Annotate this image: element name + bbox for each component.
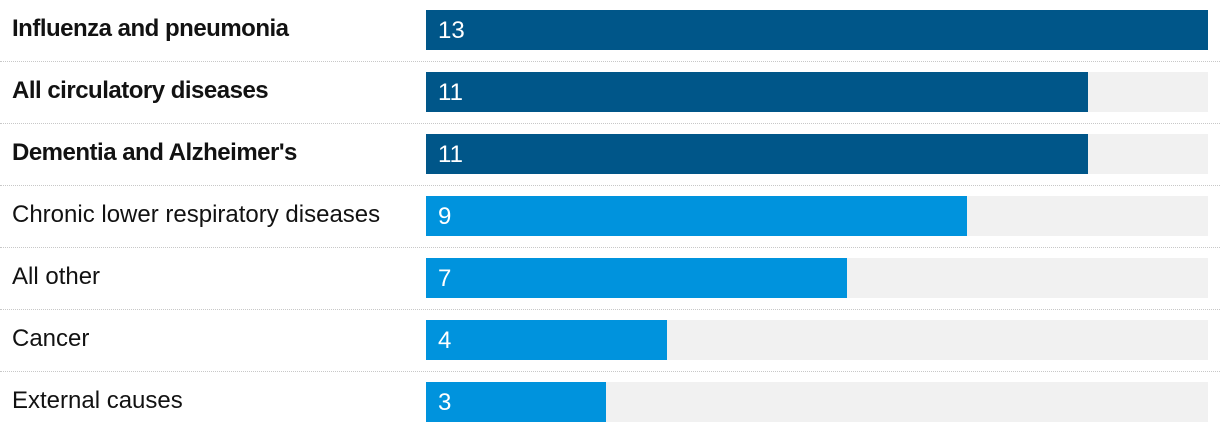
- bar: 4: [426, 320, 667, 360]
- category-label: All circulatory diseases: [12, 77, 269, 104]
- bar-track: 13: [426, 10, 1208, 50]
- category-label: Chronic lower respiratory diseases: [12, 201, 381, 228]
- bar-value-label: 11: [438, 141, 463, 168]
- bar-row: External causes 3: [0, 372, 1220, 434]
- row-divider: [0, 185, 1220, 186]
- bar: 3: [426, 382, 606, 422]
- bar-row: All other 7: [0, 248, 1220, 310]
- bar-row: Influenza and pneumonia 13: [0, 0, 1220, 62]
- bar-value-label: 11: [438, 79, 463, 106]
- row-divider: [0, 247, 1220, 248]
- bar-row: Chronic lower respiratory diseases 9: [0, 186, 1220, 248]
- bar: 7: [426, 258, 847, 298]
- row-divider: [0, 309, 1220, 310]
- bar-row: Dementia and Alzheimer's 11: [0, 124, 1220, 186]
- bar-track: 11: [426, 134, 1208, 174]
- bar-track: 4: [426, 320, 1208, 360]
- bar-row: Cancer 4: [0, 310, 1220, 372]
- bar: 11: [426, 72, 1088, 112]
- bar-row: All circulatory diseases 11: [0, 62, 1220, 124]
- bar: 11: [426, 134, 1088, 174]
- bar: 9: [426, 196, 967, 236]
- row-divider: [0, 123, 1220, 124]
- bar-value-label: 4: [438, 327, 452, 354]
- category-label: Dementia and Alzheimer's: [12, 139, 297, 166]
- bar-value-label: 3: [438, 389, 452, 416]
- bar-track: 9: [426, 196, 1208, 236]
- bar-value-label: 9: [438, 203, 452, 230]
- bar: 13: [426, 10, 1208, 50]
- category-label: All other: [12, 263, 101, 290]
- row-divider: [0, 61, 1220, 62]
- bar-track: 3: [426, 382, 1208, 422]
- category-label: Cancer: [12, 325, 90, 352]
- row-divider: [0, 371, 1220, 372]
- bar-track: 7: [426, 258, 1208, 298]
- bar-value-label: 13: [438, 17, 465, 44]
- category-label: External causes: [12, 387, 183, 414]
- bar-value-label: 7: [438, 265, 452, 292]
- bar-track: 11: [426, 72, 1208, 112]
- category-label: Influenza and pneumonia: [12, 15, 289, 42]
